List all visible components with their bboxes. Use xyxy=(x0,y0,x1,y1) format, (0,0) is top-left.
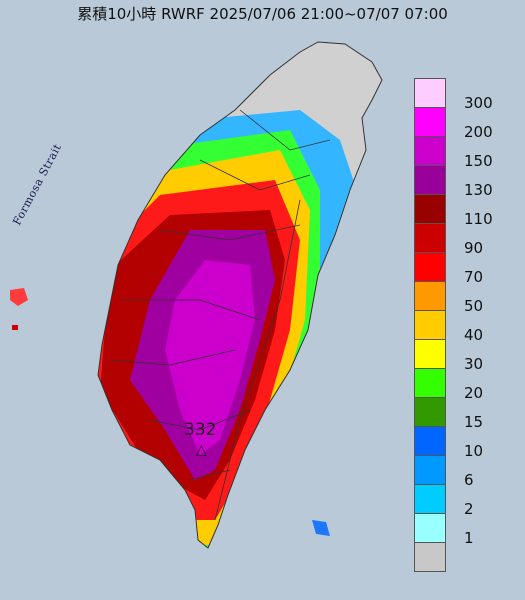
legend-label: 70 xyxy=(464,268,484,286)
max-rainfall-marker: △ xyxy=(196,442,207,458)
legend-label: 30 xyxy=(464,355,484,373)
taiwan-outline xyxy=(97,41,383,549)
legend-label: 300 xyxy=(464,94,493,112)
legend-swatch xyxy=(414,513,446,543)
legend-swatch xyxy=(414,368,446,398)
legend-label: 40 xyxy=(464,326,484,344)
legend-swatch xyxy=(414,223,446,253)
max-rainfall-value: 332 xyxy=(184,420,217,440)
legend-label: 130 xyxy=(464,181,493,199)
map-title: 累積10小時 RWRF 2025/07/06 21:00~07/07 07:00 xyxy=(77,5,448,23)
county-boundaries xyxy=(109,109,331,521)
island-marker xyxy=(12,325,18,330)
legend-label: 50 xyxy=(464,297,484,315)
legend-label: 20 xyxy=(464,384,484,402)
legend-swatch xyxy=(414,136,446,166)
legend-swatch xyxy=(414,455,446,485)
legend-label: 15 xyxy=(464,413,484,431)
legend-swatch xyxy=(414,484,446,514)
legend-swatch xyxy=(414,339,446,369)
legend-label: 150 xyxy=(464,152,493,170)
legend-label: 90 xyxy=(464,239,484,257)
legend-label: 110 xyxy=(464,210,493,228)
legend-swatch xyxy=(414,426,446,456)
legend-swatch xyxy=(414,194,446,224)
legend-swatch xyxy=(414,165,446,195)
legend-label: 200 xyxy=(464,123,493,141)
legend-swatch xyxy=(414,78,446,108)
legend-label: 1 xyxy=(464,529,474,547)
legend-label: 10 xyxy=(464,442,484,460)
legend-swatch xyxy=(414,542,446,572)
legend-label: 6 xyxy=(464,471,474,489)
green-island xyxy=(312,520,330,536)
legend-swatch xyxy=(414,281,446,311)
legend-swatch xyxy=(414,397,446,427)
legend-label: 2 xyxy=(464,500,474,518)
legend-swatch xyxy=(414,252,446,282)
pescadores-islands xyxy=(10,288,28,306)
legend-swatch xyxy=(414,310,446,340)
legend-swatch xyxy=(414,107,446,137)
